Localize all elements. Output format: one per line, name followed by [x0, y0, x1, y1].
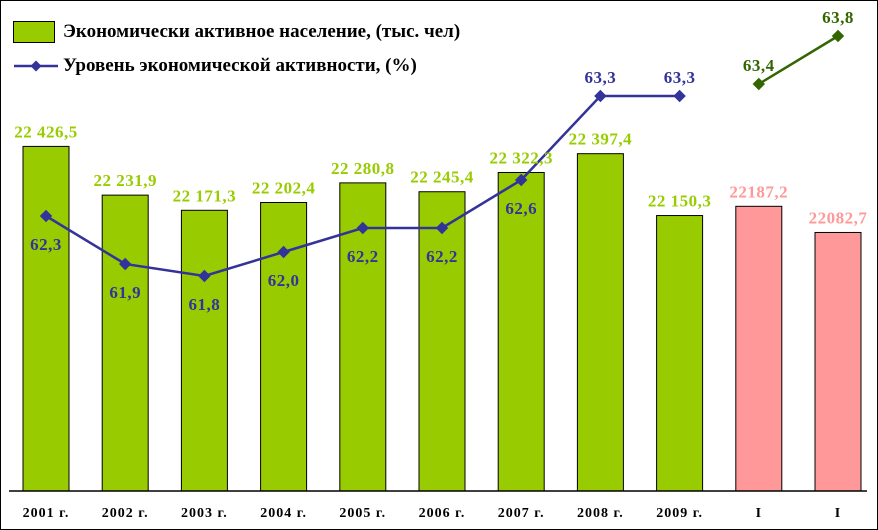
line-value-label: 63,4	[743, 56, 775, 75]
x-axis-label: 2006 г.	[419, 506, 466, 521]
line-marker-diamond-icon	[39, 209, 53, 223]
bar-3	[180, 209, 228, 492]
line-segment-2	[758, 34, 839, 86]
line-marker-diamond-icon	[435, 221, 449, 235]
line-value-label: 63,8	[822, 8, 854, 27]
bar-value-label: 22187,2	[729, 182, 788, 201]
bar-1	[22, 145, 70, 492]
line-series-marker-icon	[13, 59, 59, 73]
line-marker-diamond-icon	[514, 173, 528, 187]
x-axis-label: I	[756, 506, 762, 521]
legend-item-line: Уровень экономической активности, (%)	[13, 55, 460, 77]
bar-2	[101, 194, 149, 492]
line-marker-diamond-icon	[277, 245, 290, 259]
line-value-label: 62,0	[268, 271, 300, 290]
bar-10	[735, 205, 783, 492]
line-value-label: 62,2	[426, 247, 458, 266]
bar-9	[656, 215, 704, 492]
bar-6	[418, 191, 466, 492]
bar-value-label: 22 231,9	[93, 171, 157, 190]
line-marker-diamond-icon	[198, 269, 211, 283]
bar-value-label: 22 150,3	[648, 192, 712, 211]
line-marker-diamond-icon	[356, 221, 370, 235]
bar-11	[814, 231, 862, 492]
bar-value-label: 22 280,8	[331, 159, 395, 178]
bar-value-label: 22082,7	[809, 208, 868, 227]
line-marker-diamond-icon	[118, 257, 132, 271]
x-axis-label: 2008 г.	[577, 506, 624, 521]
line-marker-diamond-icon	[673, 89, 686, 103]
line-value-label: 62,3	[30, 235, 62, 254]
bar-8	[576, 153, 624, 492]
line-value-label: 61,9	[109, 283, 141, 302]
x-axis-label: 2004 г.	[260, 506, 307, 521]
bar-value-label: 22 245,4	[410, 168, 474, 187]
bar-4	[260, 202, 308, 492]
bar-7	[497, 171, 545, 492]
legend: Экономически активное население, (тыс. ч…	[13, 21, 460, 89]
line-marker-diamond-icon	[752, 77, 766, 91]
bar-series-swatch	[13, 21, 55, 43]
x-axis-label: 2001 г.	[23, 506, 70, 521]
bar-value-label: 22 322,3	[489, 148, 553, 167]
x-axis-label: I	[835, 506, 841, 521]
x-axis-label: 2009 г.	[656, 506, 703, 521]
bar-value-label: 22 171,3	[173, 186, 237, 205]
bar-value-label: 22 202,4	[252, 179, 316, 198]
line-value-label: 63,3	[585, 68, 617, 87]
line-value-label: 61,8	[189, 295, 221, 314]
x-axis-label: 2005 г.	[339, 506, 386, 521]
x-axis-label: 2007 г.	[498, 506, 545, 521]
line-value-label: 62,2	[347, 247, 379, 266]
legend-item-bars: Экономически активное население, (тыс. ч…	[13, 21, 460, 43]
line-value-label: 62,6	[505, 199, 537, 218]
bar-series-label: Экономически активное население, (тыс. ч…	[63, 21, 461, 42]
x-axis-label: 2003 г.	[181, 506, 228, 521]
bar-value-label: 22 397,4	[569, 130, 633, 149]
line-marker-diamond-icon	[831, 29, 845, 43]
bar-value-label: 22 426,5	[14, 122, 78, 141]
line-series-label: Уровень экономической активности, (%)	[63, 55, 417, 76]
bar-5	[339, 182, 387, 492]
x-axis-label: 2002 г.	[102, 506, 149, 521]
line-value-label: 63,3	[664, 68, 696, 87]
line-marker-diamond-icon	[594, 89, 607, 103]
